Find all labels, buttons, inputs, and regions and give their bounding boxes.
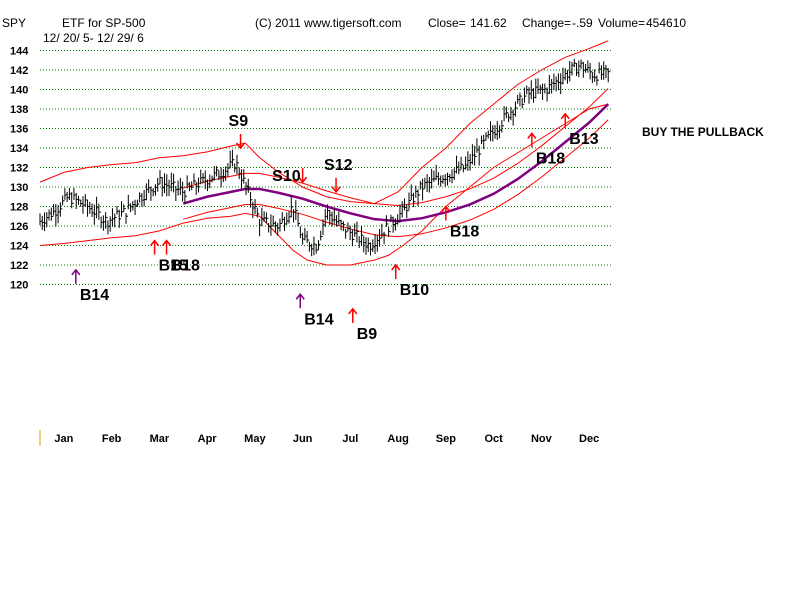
- month-label-nov: Nov: [531, 433, 553, 445]
- signal-label: B10: [400, 282, 429, 299]
- buy-the-pullback-note: BUY THE PULLBACK: [642, 125, 764, 139]
- upper-band: [39, 40, 609, 205]
- signal-s10: S10: [272, 168, 308, 185]
- y-tick-130: 130: [10, 182, 28, 194]
- close-label: Close=: [428, 16, 466, 30]
- month-label-jul: Jul: [342, 433, 358, 445]
- buy-arrow-head: [391, 263, 401, 271]
- month-label-aug: Aug: [387, 433, 408, 445]
- y-tick-132: 132: [10, 163, 28, 175]
- month-label-oct: Oct: [484, 433, 503, 445]
- buy-arrow-head: [161, 239, 172, 247]
- signal-label: B9: [357, 326, 378, 343]
- signal-b14: B14: [71, 268, 109, 304]
- buy-arrow-head: [71, 268, 81, 276]
- signal-label: S10: [272, 168, 301, 185]
- chart-header: SPY ETF for SP-500 12/ 20/ 5- 12/ 29/ 6 …: [2, 16, 686, 45]
- grid-lines: [40, 50, 613, 285]
- symbol-label: SPY: [2, 16, 26, 30]
- month-label-jun: Jun: [293, 433, 313, 445]
- y-tick-140: 140: [10, 85, 28, 97]
- month-label-may: May: [244, 433, 266, 445]
- x-axis-months: Jan Feb Mar Apr May Jun Jul Aug Sep Oct Nov Dec: [54, 433, 599, 445]
- signal-label: B14: [80, 287, 109, 304]
- signal-label: B18: [450, 224, 479, 241]
- y-tick-142: 142: [10, 65, 28, 77]
- signal-label: S12: [324, 157, 353, 174]
- signal-b18: B18: [441, 205, 479, 241]
- signal-label: B13: [569, 131, 598, 148]
- signal-label: B14: [304, 311, 333, 328]
- y-axis-ticks: 120 122 124 126 128 130 132 134 136 138 140 142 144: [10, 46, 29, 292]
- y-tick-136: 136: [10, 124, 28, 136]
- inner-upper-band: [183, 88, 609, 207]
- volume-label: Volume=: [598, 16, 645, 30]
- signal-label: S9: [229, 113, 249, 130]
- buy-arrow-head: [150, 239, 160, 247]
- sell-arrow-head: [235, 142, 246, 150]
- buy-arrow-head: [295, 293, 305, 300]
- signal-b18: B18: [161, 239, 200, 275]
- buy-arrow-head: [441, 205, 451, 212]
- signal-s9: S9: [229, 113, 249, 150]
- signal-b15: B15: [150, 239, 188, 275]
- bollinger-bands: [39, 40, 609, 266]
- signal-b13: B13: [560, 112, 599, 148]
- y-tick-138: 138: [10, 104, 28, 116]
- sell-arrow-head: [331, 186, 341, 194]
- signal-label: B18: [171, 258, 200, 275]
- month-label-mar: Mar: [150, 433, 170, 445]
- signal-b14: B14: [295, 293, 334, 328]
- y-tick-134: 134: [10, 143, 29, 155]
- month-label-apr: Apr: [198, 433, 218, 445]
- signal-b9: B9: [348, 307, 378, 343]
- buy-arrow-head: [348, 307, 358, 315]
- signal-label: B15: [159, 258, 188, 275]
- month-label-dec: Dec: [579, 433, 599, 445]
- copyright-text: (C) 2011 www.tigersoft.com: [255, 16, 402, 30]
- price-bars: [39, 58, 611, 257]
- change-value: -.59: [572, 16, 593, 30]
- signal-b18: B18: [527, 132, 565, 167]
- y-tick-122: 122: [10, 260, 28, 272]
- signal-b10: B10: [391, 263, 429, 299]
- signal-s12: S12: [324, 157, 353, 194]
- y-tick-144: 144: [10, 46, 29, 58]
- change-label: Change=: [522, 16, 571, 30]
- y-tick-120: 120: [10, 280, 28, 292]
- y-tick-126: 126: [10, 221, 28, 233]
- month-label-jan: Jan: [54, 433, 73, 445]
- lower-band: [39, 103, 609, 266]
- chart-title: ETF for SP-500: [62, 16, 146, 30]
- volume-value: 454610: [646, 16, 686, 30]
- buy-arrow-head: [527, 132, 537, 139]
- y-tick-124: 124: [10, 241, 29, 253]
- date-range: 12/ 20/ 5- 12/ 29/ 6: [43, 31, 144, 45]
- sell-arrow-head: [298, 176, 308, 184]
- close-value: 141.62: [470, 16, 507, 30]
- inner-lower-band: [183, 119, 609, 238]
- y-tick-128: 128: [10, 202, 28, 214]
- month-label-feb: Feb: [102, 433, 122, 445]
- month-label-sep: Sep: [436, 433, 456, 445]
- signal-label: B18: [536, 150, 565, 167]
- buy-arrow-head: [560, 112, 570, 120]
